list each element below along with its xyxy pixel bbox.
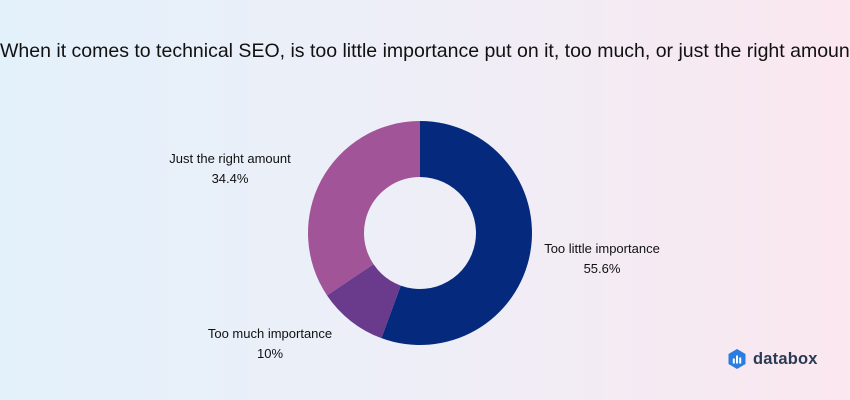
slice-labels: Too little importance 55.6% Too much impor…	[169, 151, 660, 361]
brand-name: databox	[753, 349, 818, 368]
donut-slices	[308, 121, 532, 345]
slice-label-just-the-right-amount: Just the right amount	[169, 151, 291, 166]
databox-brand: databox	[727, 347, 818, 371]
slice-label-too-much-importance: Too much importance	[208, 326, 332, 341]
slice-value-too-little-importance: 55.6%	[584, 261, 621, 276]
slice-value-just-the-right-amount: 34.4%	[212, 171, 249, 186]
slice-just-the-right-amount	[308, 121, 420, 296]
slice-too-much-importance	[326, 264, 401, 339]
chart-title: When it comes to technical SEO, is too l…	[0, 40, 850, 62]
slice-label-too-little-importance: Too little importance	[544, 241, 660, 256]
databox-logo-icon	[728, 349, 746, 369]
slice-value-too-much-importance: 10%	[257, 346, 283, 361]
slice-too-little-importance	[381, 121, 532, 345]
